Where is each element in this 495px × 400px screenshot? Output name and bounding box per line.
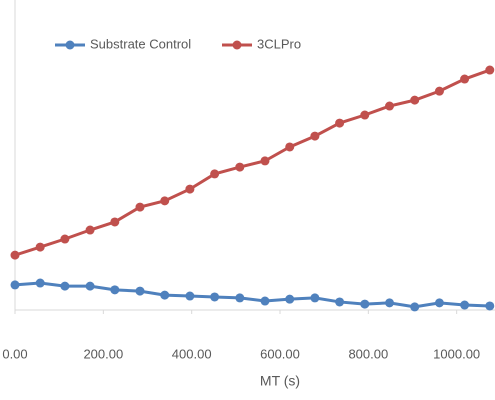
data-point [235,162,245,172]
data-point [110,217,120,227]
data-point [135,202,145,212]
data-point [360,110,370,120]
data-point [434,86,444,96]
data-point [335,297,345,307]
x-tick-label: 600.00 [260,346,300,361]
data-point [485,65,495,75]
data-point [185,291,195,301]
data-point [460,74,470,84]
x-tick-label: 400.00 [172,346,212,361]
series-line [14,68,491,257]
x-tick-label: 1000.00 [433,346,480,361]
x-axis-title: MT (s) [260,373,300,389]
data-point [235,293,245,303]
x-tick-label: 800.00 [348,346,388,361]
data-point [285,294,295,304]
data-point [210,292,220,302]
data-point [185,184,195,194]
data-point [260,156,270,166]
data-point [410,95,420,105]
data-point [360,299,370,309]
data-point [60,281,70,291]
legend-marker [232,40,242,50]
data-point [135,286,145,296]
legend-label: 3CLPro [257,36,301,51]
x-tick-label: 200.00 [83,346,123,361]
data-point [310,293,320,303]
x-tick-label: 0.00 [2,346,27,361]
data-point [485,301,495,311]
data-point [35,242,45,252]
data-point [385,101,395,111]
legend-marker [65,40,75,50]
data-point [260,296,270,306]
data-point [85,281,95,291]
data-point [335,118,345,128]
data-point [35,278,45,288]
data-point [210,169,220,179]
data-point [85,225,95,235]
data-point [160,290,170,300]
legend-label: Substrate Control [90,36,191,51]
data-point [434,298,444,308]
data-point [310,131,320,141]
data-point [460,300,470,310]
data-point [385,298,395,308]
data-point [410,302,420,312]
data-point [60,234,70,244]
data-point [10,250,20,260]
data-point [285,142,295,152]
data-point [110,285,120,295]
data-point [10,280,20,290]
data-point [160,196,170,206]
